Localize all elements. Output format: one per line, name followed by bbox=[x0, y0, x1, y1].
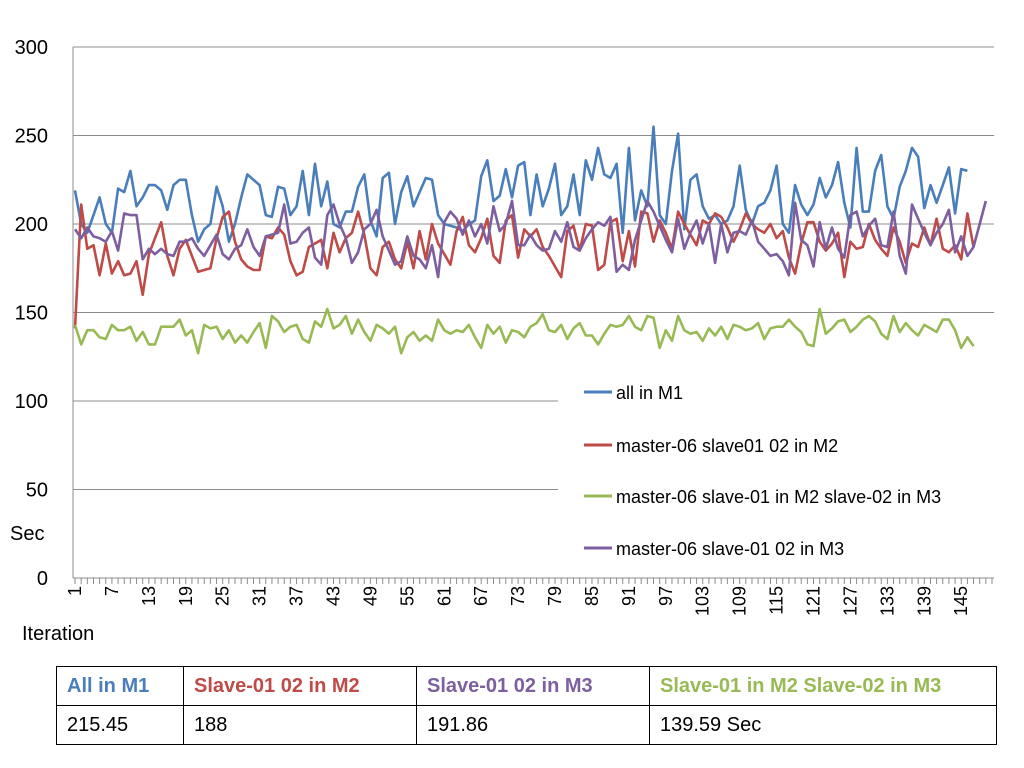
series-line-2 bbox=[73, 203, 975, 329]
x-tick-label: 91 bbox=[619, 586, 639, 606]
x-tick-label: 13 bbox=[139, 586, 159, 606]
y-tick-label: 200 bbox=[15, 214, 48, 236]
summary-header-slave-m3: Slave-01 02 in M3 bbox=[416, 666, 650, 706]
series-line-4 bbox=[73, 199, 988, 279]
summary-value-row: 215.45 188 191.86 139.59 Sec bbox=[56, 705, 997, 745]
x-tick-label: 103 bbox=[693, 586, 713, 616]
y-tick-label: 150 bbox=[15, 303, 48, 325]
y-axis-unit: Sec bbox=[10, 523, 44, 545]
summary-value-slave-m2: 188 bbox=[183, 705, 417, 745]
x-axis-label: Iteration bbox=[22, 623, 94, 645]
series-line-1 bbox=[73, 125, 968, 243]
summary-header-row: All in M1 Slave-01 02 in M2 Slave-01 02 … bbox=[56, 666, 997, 706]
x-tick-label: 7 bbox=[102, 586, 122, 596]
x-tick-label: 19 bbox=[176, 586, 196, 606]
x-tick-label: 109 bbox=[730, 586, 750, 616]
x-tick-label: 55 bbox=[397, 586, 417, 606]
line-chart: 0 50 100 150 200 250 300 1 7 13 19 25 31 37 43 49 55 61 6… bbox=[10, 37, 994, 645]
x-tick-label: 85 bbox=[582, 586, 602, 606]
x-tick-label: 145 bbox=[951, 586, 971, 616]
y-axis-ticks: 0 50 100 150 200 250 300 bbox=[15, 37, 48, 590]
y-tick-label: 50 bbox=[26, 480, 48, 502]
legend-label-4: master-06 slave-01 02 in M3 bbox=[616, 539, 844, 559]
x-tick-label: 73 bbox=[508, 586, 528, 606]
series-line-3 bbox=[73, 307, 975, 355]
x-tick-label: 61 bbox=[434, 586, 454, 606]
legend-label-2: master-06 slave01 02 in M2 bbox=[616, 436, 838, 456]
x-tick-label: 1 bbox=[65, 586, 85, 596]
summary-value-slave-m3: 191.86 bbox=[416, 705, 650, 745]
legend-label-3: master-06 slave-01 in M2 slave-02 in M3 bbox=[616, 487, 941, 507]
x-tick-label: 115 bbox=[767, 586, 787, 615]
x-tick-label: 79 bbox=[545, 586, 565, 606]
axes bbox=[72, 47, 994, 584]
y-tick-label: 300 bbox=[15, 37, 48, 59]
x-axis-ticks: 1 7 13 19 25 31 37 43 49 55 61 67 73 79 85 91 97 103 109 11… bbox=[65, 586, 971, 616]
y-tick-label: 100 bbox=[15, 391, 48, 413]
x-tick-label: 49 bbox=[360, 586, 380, 606]
summary-value-split: 139.59 Sec bbox=[649, 705, 997, 745]
x-tick-label: 67 bbox=[471, 586, 491, 606]
x-tick-label: 31 bbox=[250, 586, 270, 606]
x-tick-label: 97 bbox=[656, 586, 676, 606]
summary-value-all-in-m1: 215.45 bbox=[56, 705, 184, 745]
legend-label-1: all in M1 bbox=[616, 383, 683, 403]
summary-header-slave-m2: Slave-01 02 in M2 bbox=[183, 666, 417, 706]
legend: all in M1 master-06 slave01 02 in M2 maste… bbox=[584, 383, 941, 559]
y-tick-label: 250 bbox=[15, 126, 48, 148]
summary-header-all-in-m1: All in M1 bbox=[56, 666, 184, 706]
x-tick-label: 25 bbox=[213, 586, 233, 606]
x-tick-label: 133 bbox=[877, 586, 897, 616]
summary-table: All in M1 Slave-01 02 in M2 Slave-01 02 … bbox=[56, 666, 997, 745]
y-tick-label: 0 bbox=[37, 568, 48, 590]
x-tick-label: 139 bbox=[914, 586, 934, 616]
x-tick-label: 121 bbox=[804, 586, 824, 616]
x-tick-label: 37 bbox=[287, 586, 307, 606]
summary-header-split: Slave-01 in M2 Slave-02 in M3 bbox=[649, 666, 997, 706]
x-tick-label: 127 bbox=[840, 586, 860, 616]
series-lines bbox=[73, 125, 988, 355]
x-tick-label: 43 bbox=[323, 586, 343, 606]
